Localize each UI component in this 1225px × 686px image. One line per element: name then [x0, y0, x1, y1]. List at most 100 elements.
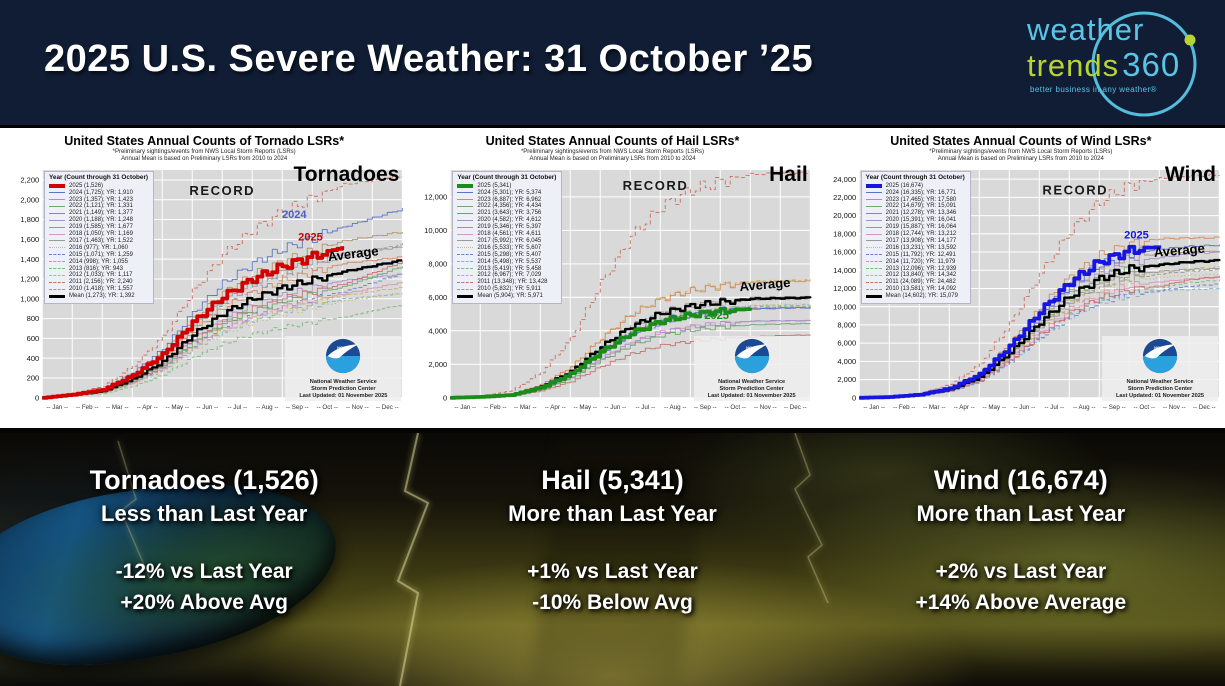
chart-subtitle: *Preliminary sightings/events from NWS L…: [112, 149, 296, 163]
svg-text:-- Apr --: -- Apr --: [545, 404, 566, 411]
legend-label: 2014 (5,498); YR: 5,537: [477, 258, 542, 265]
legend-row: 2014 (5,498); YR: 5,537: [457, 258, 556, 265]
legend-row: 2012 (13,840); YR: 14,342: [865, 272, 965, 279]
legend-row: 2019 (15,887); YR: 16,064: [865, 224, 965, 231]
legend-line-sample: [457, 294, 474, 298]
svg-text:-- Oct --: -- Oct --: [1133, 404, 1154, 411]
noaa-logo: NOAA National Weather Service Storm Pred…: [1101, 335, 1218, 402]
svg-text:16,000: 16,000: [833, 248, 856, 257]
legend-row: 2020 (4,582); YR: 4,612: [457, 217, 556, 224]
legend-line-sample: [49, 240, 65, 242]
svg-text:RECORD: RECORD: [189, 183, 255, 198]
legend-row: 2021 (3,643); YR: 3,756: [457, 210, 556, 217]
legend-row: 2020 (1,188); YR: 1,248: [49, 217, 148, 224]
legend-row: 2014 (998); YR: 1,055: [49, 258, 148, 265]
legend-label: 2016 (977); YR: 1,060: [69, 244, 128, 251]
legend-line-sample: [457, 192, 474, 194]
legend-line-sample: [865, 288, 882, 290]
logo-word-trends360: trends360: [1027, 46, 1181, 83]
svg-text:Average: Average: [327, 244, 380, 265]
legend-label: 2015 (11,792); YR: 12,491: [885, 251, 956, 258]
svg-text:600: 600: [27, 334, 40, 343]
legend-row: 2013 (12,096); YR: 12,939: [865, 265, 965, 272]
legend-line-sample: [865, 268, 882, 269]
legend-line-sample: [457, 233, 474, 235]
legend-row: 2019 (5,346); YR: 5,397: [457, 224, 556, 231]
chart-title: United States Annual Counts of Tornado L…: [64, 134, 345, 148]
legend-row: 2010 (5,832); YR: 5,911: [457, 286, 556, 293]
chart-plot-area: 0 2,000 4,000 6,000 8,000 10,000 12,000 14,000 1…: [817, 163, 1225, 426]
legend-line-sample: [865, 219, 882, 221]
svg-text:12,000: 12,000: [833, 284, 856, 293]
legend-row: 2013 (816); YR: 943: [49, 265, 148, 272]
legend-row: 2013 (5,419); YR: 5,458: [457, 265, 556, 272]
legend-row: 2023 (1,357); YR: 1,423: [49, 196, 148, 203]
svg-text:-- Aug --: -- Aug --: [1073, 404, 1096, 411]
legend-label: 2010 (1,418); YR: 1,557: [69, 286, 133, 293]
svg-text:2,000: 2,000: [429, 360, 448, 369]
svg-text:-- Oct --: -- Oct --: [725, 404, 746, 411]
noaa-caption: National Weather Service Storm Predictio…: [707, 378, 796, 400]
summary-compare: More than Last Year: [916, 501, 1126, 526]
legend-label: 2019 (5,346); YR: 5,397: [477, 224, 542, 231]
svg-text:-- Jul --: -- Jul --: [1044, 404, 1064, 411]
svg-text:-- Nov --: -- Nov --: [1163, 404, 1186, 411]
legend-row: 2023 (6,887); YR: 6,962: [457, 196, 556, 203]
legend-line-sample: [49, 233, 65, 235]
svg-text:-- Sep --: -- Sep --: [1103, 404, 1126, 411]
wind-summary: Wind (16,674) More than Last Year +2% vs…: [817, 433, 1225, 686]
svg-text:1,800: 1,800: [20, 216, 39, 225]
svg-text:2025: 2025: [298, 232, 323, 244]
svg-text:-- Apr --: -- Apr --: [137, 404, 158, 411]
svg-text:1,400: 1,400: [20, 255, 39, 264]
legend-label: 2024 (16,335); YR: 16,771: [885, 189, 957, 196]
legend-label: 2011 (24,089); YR: 24,482: [885, 279, 956, 286]
svg-text:-- Nov --: -- Nov --: [346, 404, 369, 411]
summary-grid: Tornadoes (1,526) Less than Last Year -1…: [0, 433, 1225, 686]
legend-line-sample: [457, 212, 474, 214]
noaa-caption: National Weather Service Storm Predictio…: [1115, 378, 1204, 400]
svg-text:-- Jul --: -- Jul --: [636, 404, 656, 411]
legend-label: 2013 (816); YR: 943: [69, 265, 123, 272]
chart-big-label: Hail: [769, 163, 808, 187]
svg-text:12,000: 12,000: [424, 193, 447, 202]
tornado-chart-panel: United States Annual Counts of Tornado L…: [0, 128, 408, 428]
svg-text:-- May --: -- May --: [165, 404, 189, 411]
charts-row: United States Annual Counts of Tornado L…: [0, 128, 1225, 433]
legend-line-sample: [49, 219, 65, 221]
svg-text:-- Aug --: -- Aug --: [664, 404, 687, 411]
legend-label: 2015 (1,071); YR: 1,259: [69, 251, 133, 258]
svg-text:800: 800: [27, 315, 40, 324]
logo-tagline: better business in any weather®: [1030, 85, 1157, 94]
svg-text:-- Oct --: -- Oct --: [317, 404, 338, 411]
legend-label: 2020 (15,391); YR: 16,041: [885, 217, 957, 224]
svg-text:RECORD: RECORD: [623, 179, 689, 194]
svg-text:2024: 2024: [282, 209, 307, 221]
svg-text:-- Aug --: -- Aug --: [256, 404, 279, 411]
legend-line-sample: [457, 199, 474, 201]
header-bar: 2025 U.S. Severe Weather: 31 October ’25…: [0, 0, 1225, 128]
legend-row: 2017 (1,463); YR: 1,522: [49, 238, 148, 245]
logo-word-weather: weather: [1027, 12, 1145, 47]
svg-text:-- Apr --: -- Apr --: [953, 404, 974, 411]
legend-row: 2012 (6,967); YR: 7,029: [457, 272, 556, 279]
legend-line-sample: [49, 281, 65, 283]
legend-label: 2018 (12,744); YR: 13,212: [885, 231, 957, 238]
legend-line-sample: [457, 274, 474, 276]
legend-label: 2016 (5,533); YR: 5,607: [477, 244, 542, 251]
legend-row: 2015 (1,071); YR: 1,259: [49, 251, 148, 258]
summary-stat: -10% Below Avg: [532, 591, 693, 614]
legend-row: 2017 (5,992); YR: 6,045: [457, 238, 556, 245]
legend-label: 2020 (4,582); YR: 4,612: [477, 217, 542, 224]
legend-line-sample: [457, 247, 474, 249]
svg-text:1,600: 1,600: [20, 235, 39, 244]
weathertrends360-logo: weather trends360 better business in any…: [999, 8, 1209, 118]
legend-rows: 2025 (1,526) 2024 (1,725); YR: 1,910 2023 …: [49, 182, 148, 299]
legend-label: 2012 (13,840); YR: 14,342: [885, 272, 957, 279]
legend-line-sample: [457, 226, 474, 228]
legend-line-sample: [49, 199, 65, 201]
legend-label: 2023 (6,887); YR: 6,962: [477, 196, 542, 203]
legend-line-sample: [457, 183, 474, 188]
legend-line-sample: [49, 288, 65, 290]
legend-row: 2017 (13,908); YR: 14,177: [865, 238, 965, 245]
